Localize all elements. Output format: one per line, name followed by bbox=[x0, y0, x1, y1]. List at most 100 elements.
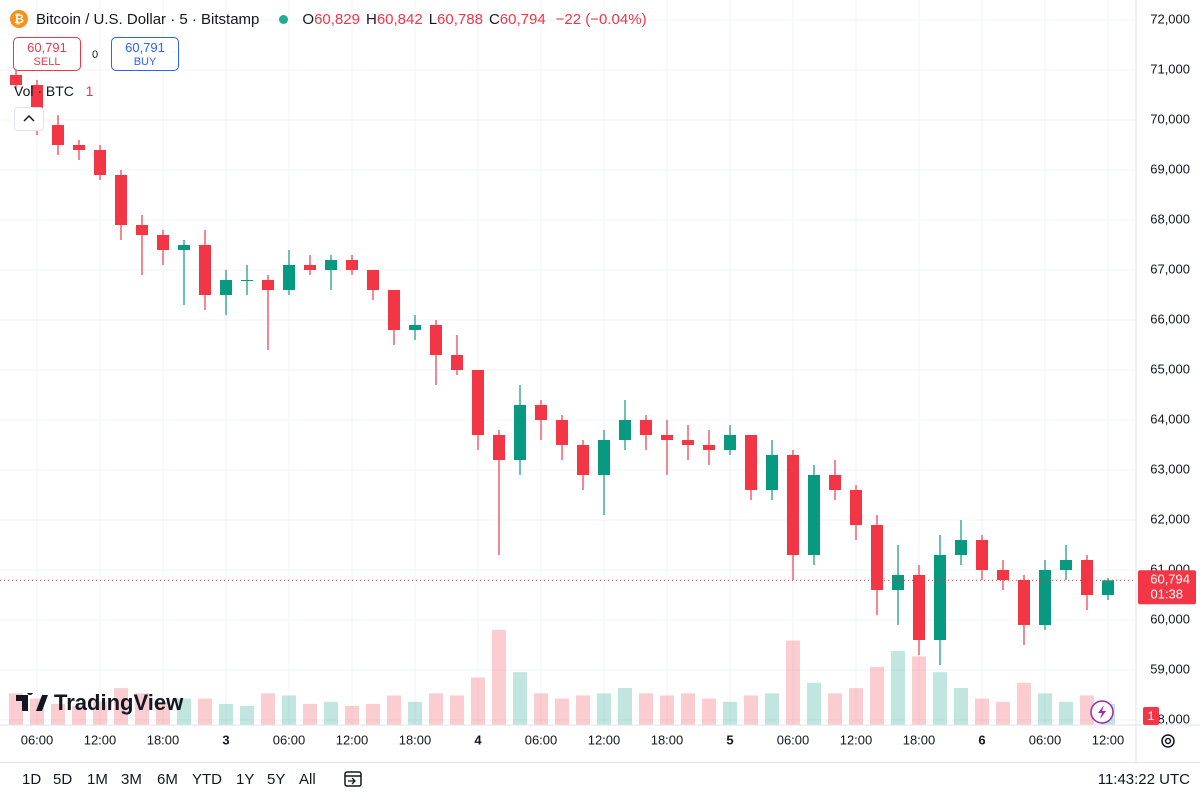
candle-body bbox=[766, 455, 778, 490]
candle-body bbox=[1081, 560, 1093, 595]
y-tick-label: 60,000 bbox=[1150, 611, 1190, 626]
x-tick-label: 18:00 bbox=[399, 732, 432, 747]
range-button[interactable]: 5D bbox=[53, 771, 73, 788]
volume-bar bbox=[786, 640, 800, 725]
range-button[interactable]: 6M bbox=[157, 771, 178, 788]
ohlc-key: H bbox=[365, 10, 377, 28]
x-tick-label: 12:00 bbox=[1092, 732, 1125, 747]
volume-bar bbox=[996, 701, 1010, 725]
candle-body bbox=[430, 325, 442, 355]
countdown: 01:38 bbox=[1150, 587, 1183, 602]
candle-body bbox=[346, 260, 358, 270]
lightning-icon[interactable] bbox=[1090, 700, 1114, 724]
volume-bar bbox=[933, 672, 947, 725]
volume-bar bbox=[51, 703, 65, 725]
y-tick-label: 70,000 bbox=[1150, 111, 1190, 126]
sell-button[interactable]: 60,791 SELL bbox=[13, 37, 81, 71]
volume-bar bbox=[891, 651, 905, 725]
volume-bar bbox=[912, 656, 926, 725]
x-tick-label: 12:00 bbox=[588, 732, 621, 747]
chevron bbox=[23, 114, 35, 122]
x-tick-label: 06:00 bbox=[273, 732, 306, 747]
symbol-title[interactable]: Bitcoin / U.S. Dollar · 5 · Bitstamp bbox=[36, 10, 260, 28]
y-tick-label: 64,000 bbox=[1150, 411, 1190, 426]
candle-body bbox=[997, 570, 1009, 580]
header: ₿ Bitcoin / U.S. Dollar · 5 · Bitstamp O… bbox=[10, 8, 647, 30]
candle-body bbox=[10, 75, 22, 85]
ohlc-key: L bbox=[428, 10, 438, 28]
candle-body bbox=[1018, 580, 1030, 625]
x-tick-label: 6 bbox=[978, 732, 985, 747]
candle-body bbox=[199, 245, 211, 295]
candle-body bbox=[94, 150, 106, 175]
ohlc-item: H60,842 bbox=[366, 11, 423, 28]
ohlc-item: O60,829 bbox=[302, 11, 360, 28]
range-button[interactable]: All bbox=[299, 771, 316, 788]
volume-bar bbox=[765, 693, 779, 725]
candle-body bbox=[1102, 580, 1114, 595]
range-button[interactable]: 5Y bbox=[267, 771, 286, 788]
volume-bar bbox=[975, 698, 989, 725]
candle-body bbox=[262, 280, 274, 290]
candle-body bbox=[157, 235, 169, 250]
range-button[interactable]: 1D bbox=[22, 771, 42, 788]
volume-bar bbox=[513, 672, 527, 725]
candle-body bbox=[451, 355, 463, 370]
clock: 11:43:22 UTC bbox=[1097, 771, 1190, 788]
x-tick-label: 5 bbox=[726, 732, 733, 747]
volume-bar bbox=[282, 695, 296, 725]
x-tick-label: 12:00 bbox=[840, 732, 873, 747]
candle-body bbox=[325, 260, 337, 270]
candle-body bbox=[871, 525, 883, 590]
spread: 0 bbox=[92, 49, 99, 61]
volume-bar bbox=[1017, 682, 1031, 725]
candle-body bbox=[1039, 570, 1051, 625]
x-tick-label: 06:00 bbox=[1029, 732, 1062, 747]
volume-bar bbox=[597, 693, 611, 725]
candle-body bbox=[661, 435, 673, 440]
volume-bar bbox=[240, 706, 254, 725]
volume-bar bbox=[492, 630, 506, 725]
ohlc-value: 60,788 bbox=[437, 10, 483, 28]
x-tick-label: 18:00 bbox=[147, 732, 180, 747]
range-button[interactable]: 3M bbox=[121, 771, 142, 788]
volume-bar bbox=[450, 695, 464, 725]
settings-icon[interactable] bbox=[1161, 734, 1175, 748]
volume-bar bbox=[639, 693, 653, 725]
candle-body bbox=[409, 325, 421, 330]
x-tick-label: 18:00 bbox=[651, 732, 684, 747]
buy-price: 60,791 bbox=[125, 40, 165, 55]
ohlc-item: L60,788 bbox=[429, 11, 483, 28]
collapse-button[interactable] bbox=[14, 107, 44, 131]
range-button[interactable]: 1Y bbox=[236, 771, 255, 788]
logo-text: TradingView bbox=[54, 690, 184, 715]
candle-body bbox=[388, 290, 400, 330]
candle-body bbox=[598, 440, 610, 475]
volume-bar bbox=[555, 698, 569, 725]
x-tick-label: 18:00 bbox=[903, 732, 936, 747]
x-tick-label: 12:00 bbox=[336, 732, 369, 747]
candle-body bbox=[955, 540, 967, 555]
range-button[interactable]: YTD bbox=[192, 771, 222, 788]
candle-body bbox=[472, 370, 484, 435]
candle-body bbox=[1060, 560, 1072, 570]
volume-bar bbox=[576, 695, 590, 725]
sell-label: SELL bbox=[33, 56, 61, 68]
goto-date-icon[interactable] bbox=[342, 768, 364, 790]
volume-bar bbox=[534, 693, 548, 725]
candle-body bbox=[178, 245, 190, 250]
y-tick-label: 71,000 bbox=[1150, 61, 1190, 76]
volume-bar bbox=[828, 693, 842, 725]
buy-button[interactable]: 60,791 BUY bbox=[111, 37, 179, 71]
ohlc-key: C bbox=[488, 10, 500, 28]
candle-body bbox=[73, 145, 85, 150]
range-button[interactable]: 1M bbox=[87, 771, 108, 788]
volume-label: Vol · BTC bbox=[14, 83, 74, 99]
last-price-tag bbox=[1138, 570, 1196, 605]
candle-body bbox=[976, 540, 988, 570]
candle-body bbox=[934, 555, 946, 640]
volume-bar bbox=[618, 688, 632, 725]
volume-bar bbox=[408, 701, 422, 725]
volume-bar bbox=[702, 698, 716, 725]
badge: 1 bbox=[1143, 707, 1159, 725]
